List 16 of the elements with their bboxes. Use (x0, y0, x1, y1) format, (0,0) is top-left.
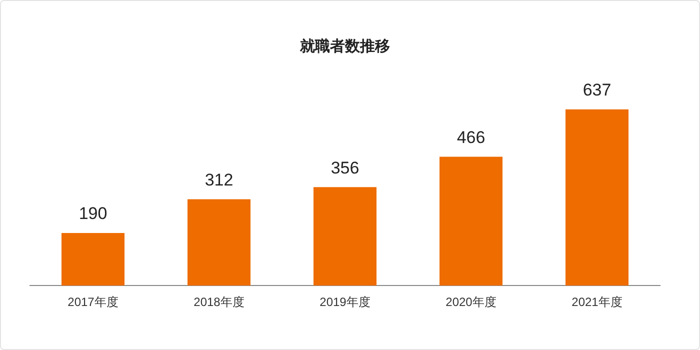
data-label: 637 (582, 80, 612, 100)
bar (566, 109, 628, 286)
data-label: 312 (204, 170, 234, 190)
data-label: 356 (330, 158, 360, 178)
data-label: 190 (78, 204, 108, 224)
bar (440, 156, 502, 286)
x-tick-label: 2021年度 (572, 295, 622, 310)
bar (62, 233, 124, 286)
x-tick-label: 2018年度 (194, 295, 244, 310)
chart-title: 就職者数推移 (299, 38, 390, 56)
data-label: 466 (456, 128, 486, 147)
bar (314, 187, 376, 286)
x-tick-label: 2019年度 (320, 295, 370, 310)
bar (188, 199, 250, 286)
x-tick-label: 2017年度 (68, 295, 118, 310)
x-tick-label: 2020年度 (446, 295, 496, 310)
